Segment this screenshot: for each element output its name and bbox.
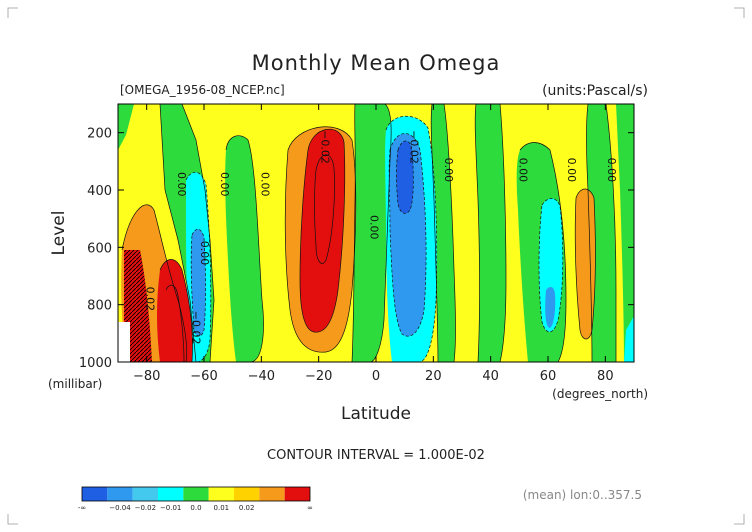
plot-area: 0.00 0.00 0.00 0.00 0.00 0.00 0.00 0.00 0.00 −0.0…: [118, 104, 634, 362]
colorbar-label: 0.0: [190, 504, 201, 512]
contour-labels: 0.00 0.00 0.00 0.00 0.00 0.00 0.00 0.00 0.00 −0.0…: [144, 130, 619, 344]
mean-note: (mean) lon:0..357.5: [523, 488, 642, 502]
colorbar-label: -∞: [78, 504, 86, 512]
contour-lines-dashed: [185, 115, 564, 362]
field-orange-north: [575, 189, 596, 339]
field-red-south-hatch: [124, 250, 152, 362]
y-tick-label: 800: [87, 299, 112, 314]
y-tick-label: 400: [87, 184, 112, 199]
colorbar-label: ∞: [307, 504, 313, 512]
contour-label: −0.02: [407, 130, 420, 164]
colorbar-label: 0.01: [214, 504, 230, 512]
field-cyan-north: [539, 198, 563, 332]
colorbar-swatch: [183, 487, 209, 501]
contour-label: 0.00: [175, 172, 188, 197]
contour-label: −0.02: [190, 311, 203, 345]
field-blue-south: [191, 229, 206, 336]
x-tick-label: −60: [190, 369, 217, 384]
colorbar-label: −0.02: [135, 504, 156, 512]
field-green-north-2: [475, 104, 506, 362]
colorbar-swatch: [107, 487, 133, 501]
field-green-polar: [616, 104, 634, 362]
chart-title: Monthly Mean Omega: [252, 51, 501, 75]
colorbar-swatch: [82, 487, 108, 501]
y-tick-label: 600: [87, 241, 112, 256]
x-tick-label: −80: [133, 369, 160, 384]
colorbar-swatch: [158, 487, 184, 501]
source-file-label: [OMEGA_1956-08_NCEP.nc]: [120, 83, 285, 97]
x-tick-label: 20: [425, 369, 442, 384]
colorbar-swatch: [132, 487, 158, 501]
field-green-north-1: [431, 104, 456, 362]
colorbar-label: 0.02: [239, 504, 255, 512]
x-tick-label: −40: [248, 369, 275, 384]
colorbar-label: −0.04: [109, 504, 131, 512]
field-blue-core: [396, 141, 414, 214]
units-label: (units:Pascal/s): [542, 83, 648, 99]
field-green-south-edge: [118, 104, 134, 150]
contour-label: 0.00: [605, 158, 618, 183]
field-cyan-edge: [624, 316, 634, 362]
contour-label: 0.00: [258, 172, 271, 197]
colorbar-swatch: [234, 487, 260, 501]
field-missing-data: [118, 322, 130, 362]
colorbar-label: −0.01: [160, 504, 181, 512]
colorbar-swatch: [284, 487, 310, 501]
contour-label: 0.02: [144, 287, 157, 312]
y-axis-label: Level: [49, 211, 69, 256]
contour-label: 0.00: [218, 172, 231, 197]
contour-label: 0.00: [565, 158, 578, 183]
corner-marks: [7, 7, 745, 525]
contour-label: 0.00: [367, 215, 380, 240]
y-axis: 200 400 600 800 1000: [79, 127, 634, 371]
contour-interval: CONTOUR INTERVAL = 1.000E-02: [267, 448, 485, 463]
contour-label: 0.00: [198, 241, 211, 265]
x-axis: −80 −60 −40 −20 0 20 40 60 80: [133, 104, 614, 384]
x-axis-unit: (degrees_north): [552, 387, 648, 401]
x-tick-label: 60: [540, 369, 557, 384]
contour-label: 0.00: [516, 158, 529, 183]
colorbar-swatch: [208, 487, 234, 501]
x-tick-label: 80: [597, 369, 614, 384]
x-tick-label: −20: [305, 369, 332, 384]
colorbar-swatch: [259, 487, 285, 501]
field-green-south-2: [225, 135, 264, 362]
contour-lines: [121, 104, 617, 362]
y-tick-label: 1000: [79, 356, 112, 371]
x-axis-label: Latitude: [341, 404, 411, 424]
field-blue-north: [545, 286, 556, 328]
field-red-south: [157, 259, 193, 362]
field-green-center: [352, 104, 392, 362]
contour-label: −0.02: [319, 130, 332, 164]
x-tick-label: 40: [482, 369, 499, 384]
field-red-subtrop: [300, 129, 345, 333]
contour-label: 0.00: [442, 158, 455, 183]
colorbar-frame: [81, 486, 311, 502]
x-tick-label: 0: [372, 369, 380, 384]
y-axis-unit: (millibar): [48, 377, 102, 391]
y-tick-label: 200: [87, 127, 112, 142]
colorbar: -∞ −0.04 −0.02 −0.01 0.0 0.01 0.02 ∞: [78, 486, 313, 512]
